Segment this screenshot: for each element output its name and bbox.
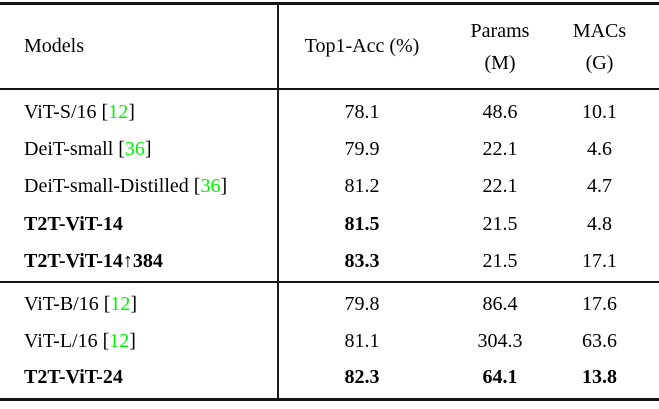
model-name: T2T-ViT-14 xyxy=(24,212,123,235)
citation-link[interactable]: 12 xyxy=(109,329,130,352)
model-name-cell: T2T-ViT-14 xyxy=(0,213,278,236)
citation-link[interactable]: 36 xyxy=(124,138,145,161)
top1-acc-value: 82.3 xyxy=(344,366,380,389)
table-top-rule xyxy=(0,2,659,5)
column-header-macs-line1: MACs xyxy=(572,19,627,42)
top1-acc-value: 81.2 xyxy=(344,175,380,198)
params-value: 86.4 xyxy=(482,292,518,315)
model-name-suffix: ] xyxy=(220,175,228,198)
table-row: DeiT-small-Distilled [36] 81.2 22.1 4.7 xyxy=(0,168,659,205)
params-value: 304.3 xyxy=(477,329,523,352)
table-bottom-rule xyxy=(0,398,659,401)
column-header-models: Models xyxy=(24,35,84,57)
citation-link[interactable]: 12 xyxy=(108,101,129,124)
model-name: ViT-L/16 [ xyxy=(24,329,110,352)
table-section-2: ViT-B/16 [12] 79.8 86.4 17.6 ViT-L/16 [1… xyxy=(0,283,659,396)
column-divider xyxy=(277,5,279,398)
model-name: DeiT-small-Distilled [ xyxy=(24,175,201,198)
params-value: 22.1 xyxy=(482,175,518,198)
macs-value: 10.1 xyxy=(582,101,617,124)
column-header-params: Params (M) xyxy=(446,15,554,79)
table-row: T2T-ViT-24 82.3 64.1 13.8 xyxy=(0,360,659,397)
model-name-suffix: ] xyxy=(130,292,138,315)
model-name-cell: T2T-ViT-14↑384 xyxy=(0,250,278,273)
top1-acc-value: 81.1 xyxy=(344,329,380,352)
table-header-row: Models Top1-Acc (%) Params (M) MACs (G) xyxy=(0,5,659,88)
column-header-macs: MACs (G) xyxy=(554,15,659,79)
model-name-cell: DeiT-small [36] xyxy=(0,138,278,161)
model-name-cell: ViT-L/16 [12] xyxy=(0,330,278,353)
macs-value: 4.7 xyxy=(587,175,612,198)
table-row: ViT-B/16 [12] 79.8 86.4 17.6 xyxy=(0,286,659,323)
column-header-top1-acc: Top1-Acc (%) xyxy=(304,35,420,57)
top1-acc-value: 79.9 xyxy=(344,138,380,161)
top1-acc-value: 83.3 xyxy=(344,249,380,272)
params-value: 21.5 xyxy=(482,249,518,272)
params-value: 48.6 xyxy=(482,101,518,124)
model-name: ViT-B/16 [ xyxy=(24,292,111,315)
model-name-cell: T2T-ViT-24 xyxy=(0,366,278,389)
macs-value: 17.1 xyxy=(582,249,617,272)
column-header-macs-line2: (G) xyxy=(585,51,614,74)
citation-link[interactable]: 36 xyxy=(200,175,221,198)
model-name: ViT-S/16 [ xyxy=(24,101,109,124)
macs-value: 4.8 xyxy=(587,212,612,235)
top1-acc-value: 78.1 xyxy=(344,101,380,124)
model-name-suffix: ] xyxy=(128,101,135,124)
macs-value: 13.8 xyxy=(582,366,617,389)
model-name: DeiT-small [ xyxy=(24,138,125,161)
table-row: T2T-ViT-14 81.5 21.5 4.8 xyxy=(0,206,659,243)
table-row: T2T-ViT-14↑384 83.3 21.5 17.1 xyxy=(0,243,659,280)
model-name-suffix: ] xyxy=(129,329,136,352)
table-row: ViT-L/16 [12] 81.1 304.3 63.6 xyxy=(0,323,659,360)
column-header-params-line1: Params xyxy=(470,19,530,42)
model-name-suffix: ] xyxy=(144,138,152,161)
table-row: ViT-S/16 [12] 78.1 48.6 10.1 xyxy=(0,94,659,131)
params-value: 64.1 xyxy=(482,366,518,389)
table-section-rule xyxy=(0,281,659,283)
table-section-1: ViT-S/16 [12] 78.1 48.6 10.1 DeiT-small … xyxy=(0,90,659,280)
model-name: T2T-ViT-14↑384 xyxy=(24,249,163,272)
model-name-cell: ViT-B/16 [12] xyxy=(0,293,278,316)
model-name: T2T-ViT-24 xyxy=(24,366,123,389)
top1-acc-value: 81.5 xyxy=(344,212,380,235)
macs-value: 4.6 xyxy=(587,138,612,161)
macs-value: 17.6 xyxy=(582,292,617,315)
model-name-cell: ViT-S/16 [12] xyxy=(0,101,278,124)
params-value: 21.5 xyxy=(482,212,518,235)
citation-link[interactable]: 12 xyxy=(110,292,131,315)
table-header-rule xyxy=(0,88,659,90)
top1-acc-value: 79.8 xyxy=(344,292,380,315)
table-row: DeiT-small [36] 79.9 22.1 4.6 xyxy=(0,131,659,168)
macs-value: 63.6 xyxy=(582,329,617,352)
params-value: 22.1 xyxy=(482,138,518,161)
column-header-params-line2: (M) xyxy=(484,51,516,74)
model-name-cell: DeiT-small-Distilled [36] xyxy=(0,175,278,198)
